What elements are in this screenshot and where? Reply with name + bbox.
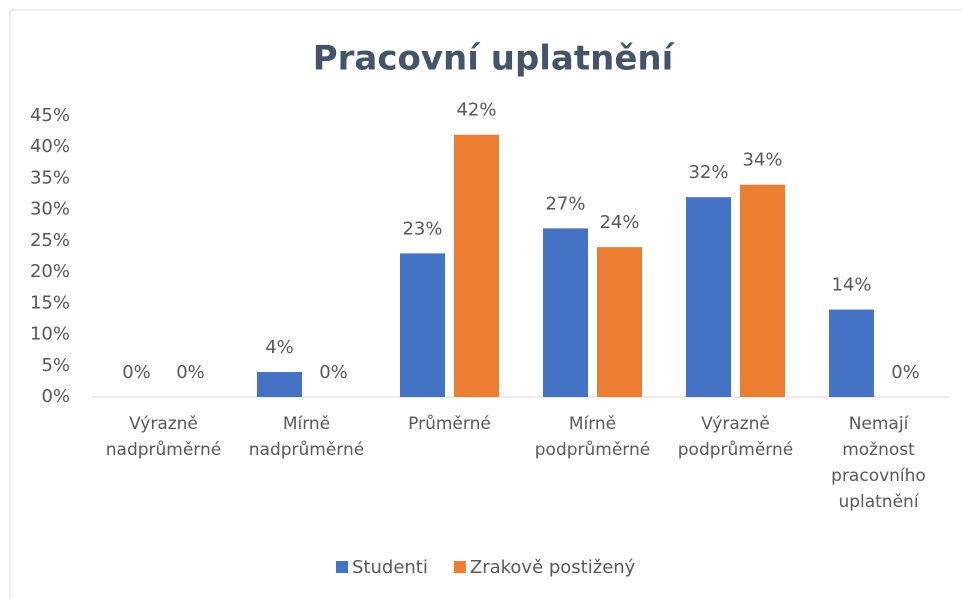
x-tick-label: Mírně nadprůměrné <box>248 414 365 460</box>
y-tick-label: 15% <box>30 292 70 313</box>
data-label: 4% <box>265 337 294 358</box>
y-tick-label: 45% <box>30 105 70 126</box>
y-tick-label: 0% <box>41 386 70 407</box>
bar <box>543 228 588 397</box>
legend-label: Zrakově postižený <box>470 557 636 578</box>
bar <box>597 247 642 397</box>
x-tick-label: Výrazně podprůměrné <box>677 414 794 460</box>
y-tick-label: 10% <box>30 324 70 345</box>
bar <box>454 134 499 397</box>
bar <box>257 372 302 397</box>
y-tick-label: 25% <box>30 230 70 251</box>
data-label: 0% <box>891 362 920 383</box>
legend-swatch <box>336 561 348 573</box>
data-label: 23% <box>402 218 442 239</box>
bar <box>740 184 785 397</box>
data-label: 14% <box>831 275 871 296</box>
x-tick-label: Výrazně nadprůměrné <box>105 414 222 460</box>
bar <box>829 309 874 397</box>
y-tick-label: 40% <box>30 136 70 157</box>
data-label: 42% <box>456 100 496 121</box>
legend-swatch <box>453 561 466 573</box>
data-label: 24% <box>599 212 639 233</box>
x-tick-label: Mírně podprůměrné <box>534 414 651 460</box>
y-tick-label: 35% <box>30 167 70 188</box>
x-tick-label: Nemají možnost pracovního uplatnění <box>831 414 926 512</box>
y-tick-label: 30% <box>30 199 70 220</box>
y-tick-label: 20% <box>30 261 70 282</box>
data-label: 0% <box>176 362 205 383</box>
data-label: 34% <box>742 150 782 171</box>
data-label: 27% <box>545 193 585 214</box>
chart-title: Pracovní uplatnění <box>313 39 676 79</box>
data-label: 32% <box>688 162 728 183</box>
x-tick-label: Průměrné <box>408 414 491 434</box>
data-label: 0% <box>319 362 348 383</box>
bar <box>686 197 731 397</box>
legend-label: Studenti <box>352 557 428 578</box>
y-tick-label: 5% <box>41 355 70 376</box>
data-label: 0% <box>122 362 151 383</box>
bar <box>400 253 445 397</box>
